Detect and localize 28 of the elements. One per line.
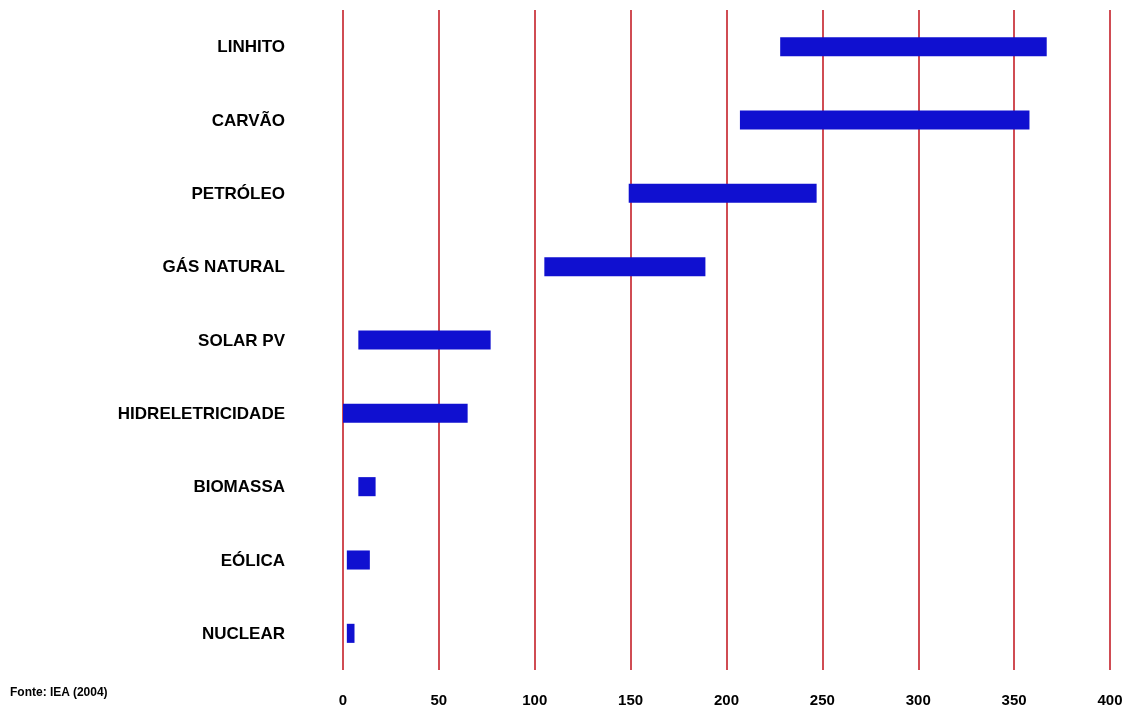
x-tick-label: 0 — [338, 691, 348, 708]
x-tick-label: 350 — [1001, 691, 1027, 708]
x-tick-label: 300 — [905, 691, 931, 708]
y-tick-label: HIDRELETRICIDADE — [117, 403, 285, 423]
x-tick-label: 100 — [522, 691, 548, 708]
bar — [343, 403, 468, 423]
y-tick-label: NUCLEAR — [201, 623, 285, 643]
bar — [346, 550, 370, 570]
y-tick-label: GÁS NATURAL — [162, 257, 285, 277]
y-tick-label: BIOMASSA — [193, 477, 285, 497]
bar — [739, 110, 1030, 130]
source-note: Fonte: IEA (2004) — [10, 685, 108, 699]
bar — [358, 477, 376, 497]
bar — [628, 183, 817, 203]
x-tick-label: 50 — [430, 691, 448, 708]
x-tick-label: 250 — [809, 691, 835, 708]
y-tick-label: SOLAR PV — [198, 330, 286, 350]
y-tick-label: CARVÃO — [211, 109, 285, 130]
x-tick-label: 150 — [618, 691, 644, 708]
bar — [346, 623, 355, 643]
bar — [358, 330, 491, 350]
x-tick-label: 200 — [713, 691, 740, 708]
x-tick-label: 400 — [1097, 691, 1123, 708]
y-tick-label: EÓLICA — [220, 550, 285, 570]
bar — [544, 257, 706, 277]
y-tick-label: LINHITO — [217, 37, 285, 57]
y-tick-label: PETRÓLEO — [191, 183, 285, 203]
bar — [780, 37, 1047, 57]
